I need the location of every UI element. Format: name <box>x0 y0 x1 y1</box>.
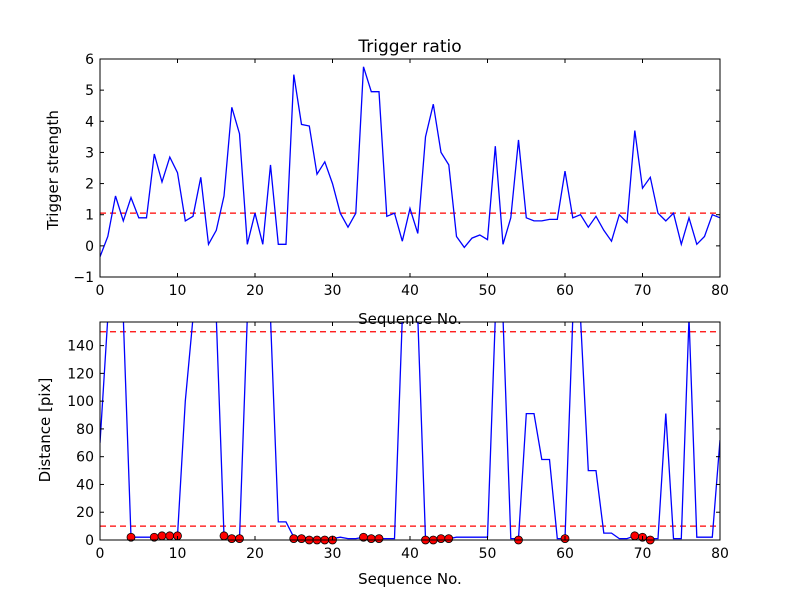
y-tick-label: 60 <box>76 450 94 466</box>
y-tick-label: −1 <box>73 270 94 286</box>
x-tick-label: 30 <box>324 283 342 299</box>
y-tick-label: 120 <box>67 366 94 382</box>
y-tick-label: 3 <box>85 145 94 161</box>
y-tick-label: 0 <box>85 533 94 549</box>
data-point-marker <box>126 532 136 542</box>
x-tick-label: 80 <box>711 546 729 562</box>
x-tick-label: 60 <box>556 546 574 562</box>
y-tick-label: 6 <box>85 52 94 68</box>
y-tick-label: 100 <box>67 394 94 410</box>
y-axis-label: Trigger strength <box>44 110 62 231</box>
x-tick-label: 40 <box>401 283 419 299</box>
y-tick-label: 140 <box>67 339 94 355</box>
y-axis-label: Distance [pix] <box>36 378 54 483</box>
y-tick-label: 4 <box>85 114 94 130</box>
x-tick-label: 50 <box>479 546 497 562</box>
series-line <box>100 322 720 540</box>
data-point-marker <box>227 534 237 544</box>
x-tick-label: 20 <box>246 283 264 299</box>
x-tick-label: 10 <box>169 283 187 299</box>
data-point-marker <box>630 531 640 541</box>
x-tick-label: 70 <box>634 283 652 299</box>
x-tick-label: 0 <box>96 283 105 299</box>
y-tick-label: 2 <box>85 177 94 193</box>
y-tick-label: 0 <box>85 239 94 255</box>
y-tick-label: 80 <box>76 422 94 438</box>
x-axis-label: Sequence No. <box>358 570 462 588</box>
trigger-ratio-chart: Trigger ratio Trigger strength Sequence … <box>44 37 729 328</box>
x-axis-label: Sequence No. <box>358 310 462 328</box>
chart-title: Trigger ratio <box>357 37 461 57</box>
data-point-marker <box>157 531 167 541</box>
x-tick-label: 30 <box>324 546 342 562</box>
y-tick-label: 1 <box>85 208 94 224</box>
x-tick-label: 40 <box>401 546 419 562</box>
data-point-marker <box>297 534 306 544</box>
data-point-marker <box>289 534 299 544</box>
data-point-marker <box>165 531 175 541</box>
x-tick-label: 80 <box>711 283 729 299</box>
x-tick-label: 20 <box>246 546 264 562</box>
x-tick-label: 50 <box>479 283 497 299</box>
distance-chart: Distance [pix] Sequence No. 0 10 20 30 40 50 6… <box>36 321 729 588</box>
y-tick-label: 20 <box>76 505 94 521</box>
data-point-marker <box>444 534 454 544</box>
x-tick-label: 10 <box>169 546 187 562</box>
x-tick-label: 0 <box>96 546 105 562</box>
data-point-marker <box>219 531 229 541</box>
y-tick-label: 40 <box>76 477 94 493</box>
data-point-marker <box>366 534 376 544</box>
x-tick-label: 60 <box>556 283 574 299</box>
series-line <box>100 66 720 258</box>
data-point-marker <box>374 534 384 544</box>
x-tick-label: 70 <box>634 546 652 562</box>
data-point-marker <box>436 534 446 544</box>
data-point-marker <box>235 534 244 544</box>
y-tick-label: 5 <box>85 83 94 99</box>
